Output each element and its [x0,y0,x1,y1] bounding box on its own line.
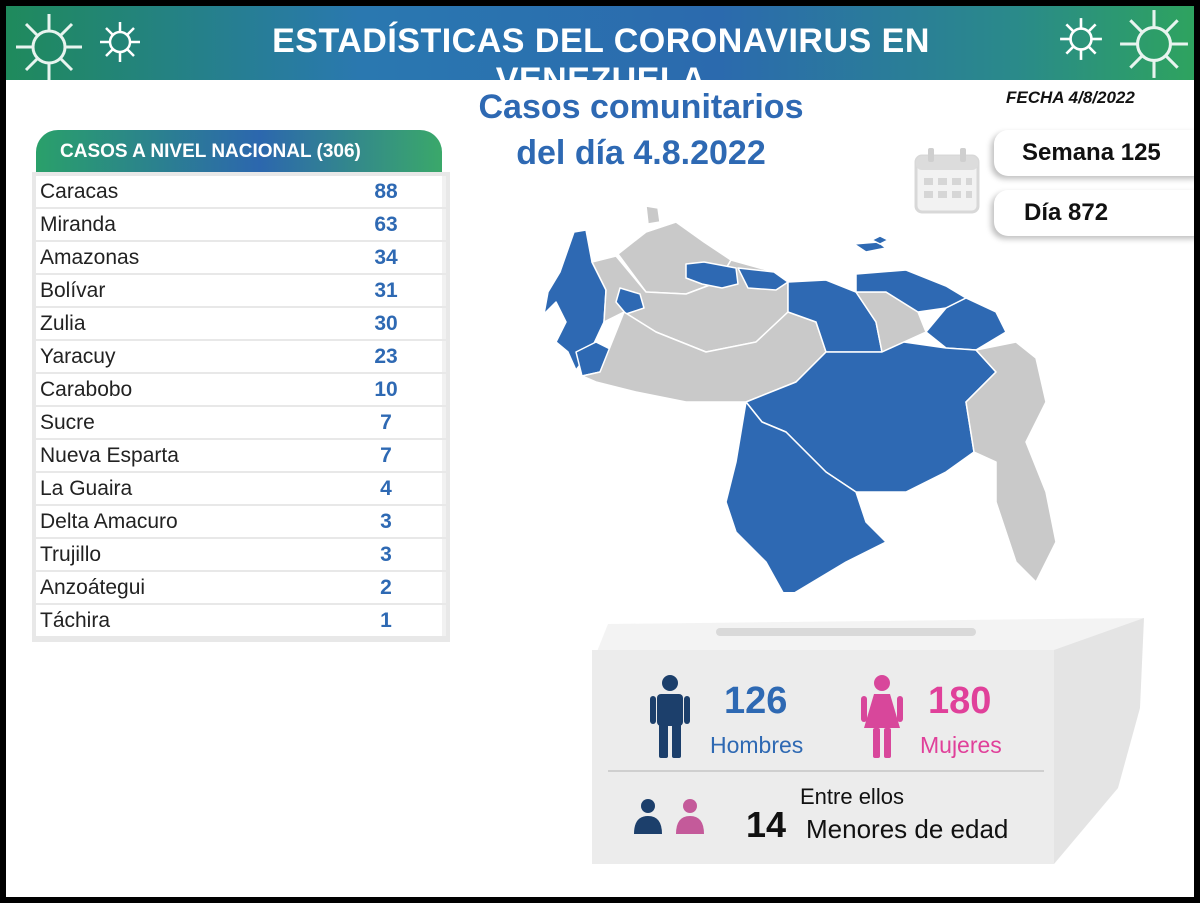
day-label: Día 872 [1024,199,1109,226]
main-title: Casos comunitarios del día 4.8.2022 [446,84,836,176]
men-count: 126 [724,680,788,722]
table-row: Trujillo 3 [36,539,446,570]
state-cases: 10 [330,374,442,405]
state-cases: 7 [330,407,442,438]
cases-table: Caracas 88 Miranda 63 Amazonas 34 Bolívar 31… [36,176,446,638]
table-row: La Guaira 4 [36,473,446,504]
virus-icon [1060,18,1102,60]
table-row: Delta Amacuro 3 [36,506,446,537]
virus-icon [1120,10,1188,78]
region-gray [645,205,661,225]
stats-divider [608,770,1044,772]
infographic: ESTADÍSTICAS DEL CORONAVIRUS EN VENEZUEL… [6,6,1194,897]
state-cases: 7 [330,440,442,471]
table-row: Carabobo 10 [36,374,446,405]
state-name: Zulia [36,308,330,339]
date-label: FECHA 4/8/2022 [1006,88,1135,107]
state-cases: 88 [330,176,442,207]
state-cases: 31 [330,275,442,306]
stats-panel-top [596,618,1144,654]
table-row: Bolívar 31 [36,275,446,306]
region-guayana-esequiba [965,341,1057,583]
state-name: Trujillo [36,539,330,570]
state-name: Nueva Esparta [36,440,330,471]
table-row: Táchira 1 [36,605,446,636]
day-pill: Día 872 [994,190,1194,236]
region-nueva-esparta-isle [871,235,889,245]
state-name: Amazonas [36,242,330,273]
woman-icon [861,675,903,758]
state-name: Carabobo [36,374,330,405]
table-row: Nueva Esparta 7 [36,440,446,471]
state-name: Bolívar [36,275,330,306]
week-label: Semana 125 [1022,139,1161,166]
main-title-line1: Casos comunitarios [478,88,804,126]
virus-icon [100,22,140,62]
women-count: 180 [928,680,992,722]
state-name: Miranda [36,209,330,240]
state-name: Caracas [36,176,330,207]
state-name: Anzoátegui [36,572,330,603]
state-cases: 3 [330,539,442,570]
virus-icon [16,14,82,80]
region-yaracuy [615,287,645,315]
table-header: CASOS A NIVEL NACIONAL (306) [36,130,442,172]
state-cases: 34 [330,242,442,273]
state-name: La Guaira [36,473,330,504]
state-cases: 2 [330,572,442,603]
region-amazonas [725,401,887,592]
table-row: Zulia 30 [36,308,446,339]
minors-prefix: Entre ellos [800,784,904,809]
state-cases: 3 [330,506,442,537]
state-cases: 23 [330,341,442,372]
region-nueva-esparta [853,241,887,253]
header-banner: ESTADÍSTICAS DEL CORONAVIRUS EN VENEZUEL… [6,6,1194,99]
main-title-line2: del día 4.8.2022 [516,134,766,172]
table-row: Yaracuy 23 [36,341,446,372]
state-cases: 30 [330,308,442,339]
minors-label: Menores de edad [806,814,1009,844]
women-label: Mujeres [920,732,1002,758]
state-name: Táchira [36,605,330,636]
week-pill: Semana 125 [994,130,1194,176]
state-name: Delta Amacuro [36,506,330,537]
table-row: Sucre 7 [36,407,446,438]
region-carabobo-miranda [685,261,739,289]
calendar-icon [914,148,980,214]
men-label: Hombres [710,732,804,758]
table-row: Anzoátegui 2 [36,572,446,603]
stats-panel-side [1054,618,1144,864]
state-name: Sucre [36,407,330,438]
venezuela-map [543,205,1057,592]
page-title: ESTADÍSTICAS DEL CORONAVIRUS EN VENEZUEL… [272,22,930,99]
children-icon [634,799,704,834]
table-row: Amazonas 34 [36,242,446,273]
state-name: Yaracuy [36,341,330,372]
table-row: Caracas 88 [36,176,446,207]
state-cases: 1 [330,605,442,636]
table-row: Miranda 63 [36,209,446,240]
stats-panel: 126 Hombres 180 Mujeres Entre ellos 14 M… [592,650,1054,864]
man-icon [650,675,690,758]
state-cases: 4 [330,473,442,504]
minors-count: 14 [746,804,787,845]
state-cases: 63 [330,209,442,240]
region-miranda [737,267,789,291]
